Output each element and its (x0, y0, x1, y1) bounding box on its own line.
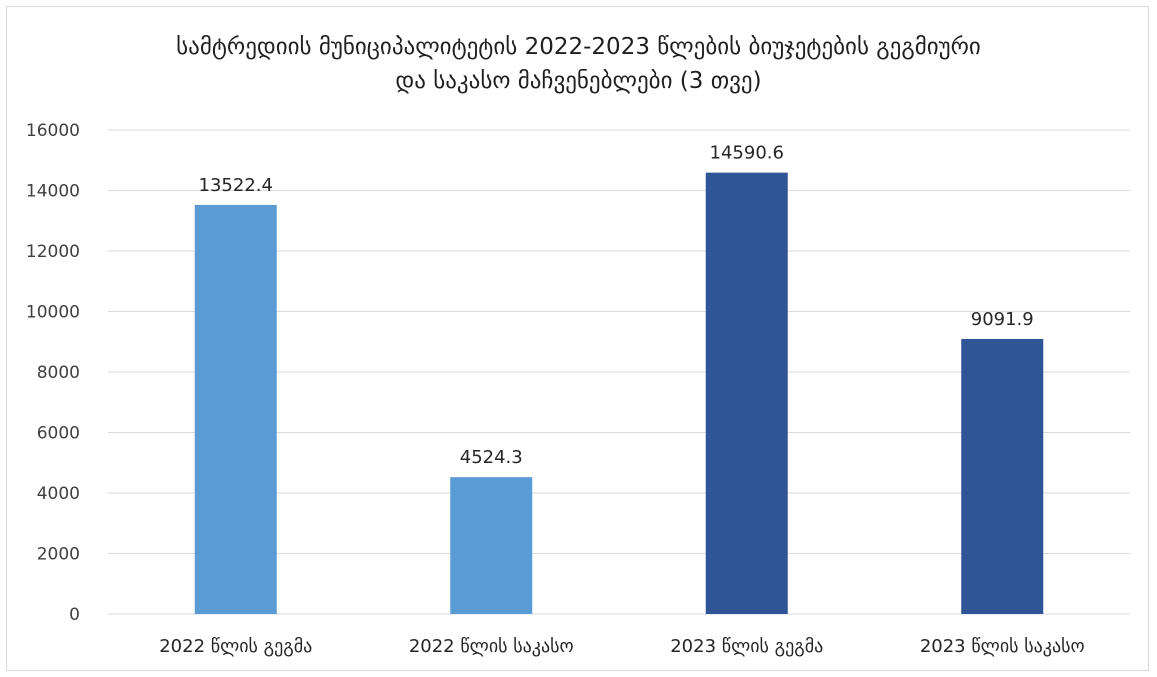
x-category-label: 2022 წლის გეგმა (159, 636, 312, 657)
data-label: 13522.4 (199, 175, 273, 196)
bar (194, 204, 277, 615)
bar (450, 477, 533, 614)
y-tick-label: 0 (69, 605, 80, 625)
data-label: 9091.9 (971, 309, 1034, 330)
y-tick-label: 12000 (26, 242, 80, 262)
data-label: 14590.6 (710, 143, 784, 164)
y-tick-label: 4000 (37, 484, 80, 504)
chart-title: სამტრედიის მუნიციპალიტეტის 2022-2023 წლე… (0, 30, 1157, 98)
chart-title-line-2: და საკასო მაჩვენებლები (3 თვე) (395, 68, 762, 94)
y-tick-label: 6000 (37, 424, 80, 444)
x-category-label: 2022 წლის საკასო (409, 636, 574, 657)
y-tick-label: 16000 (26, 121, 80, 141)
x-category-label: 2023 წლის საკასო (920, 636, 1085, 657)
bar (705, 172, 788, 615)
x-category-label: 2023 წლის გეგმა (670, 636, 823, 657)
bar (961, 338, 1044, 614)
chart-title-line-1: სამტრედიის მუნიციპალიტეტის 2022-2023 წლე… (176, 34, 981, 60)
y-tick-label: 14000 (26, 182, 80, 202)
y-tick-label: 8000 (37, 363, 80, 383)
y-tick-label: 2000 (37, 545, 80, 565)
data-label: 4524.3 (460, 447, 523, 468)
y-tick-label: 10000 (26, 303, 80, 323)
